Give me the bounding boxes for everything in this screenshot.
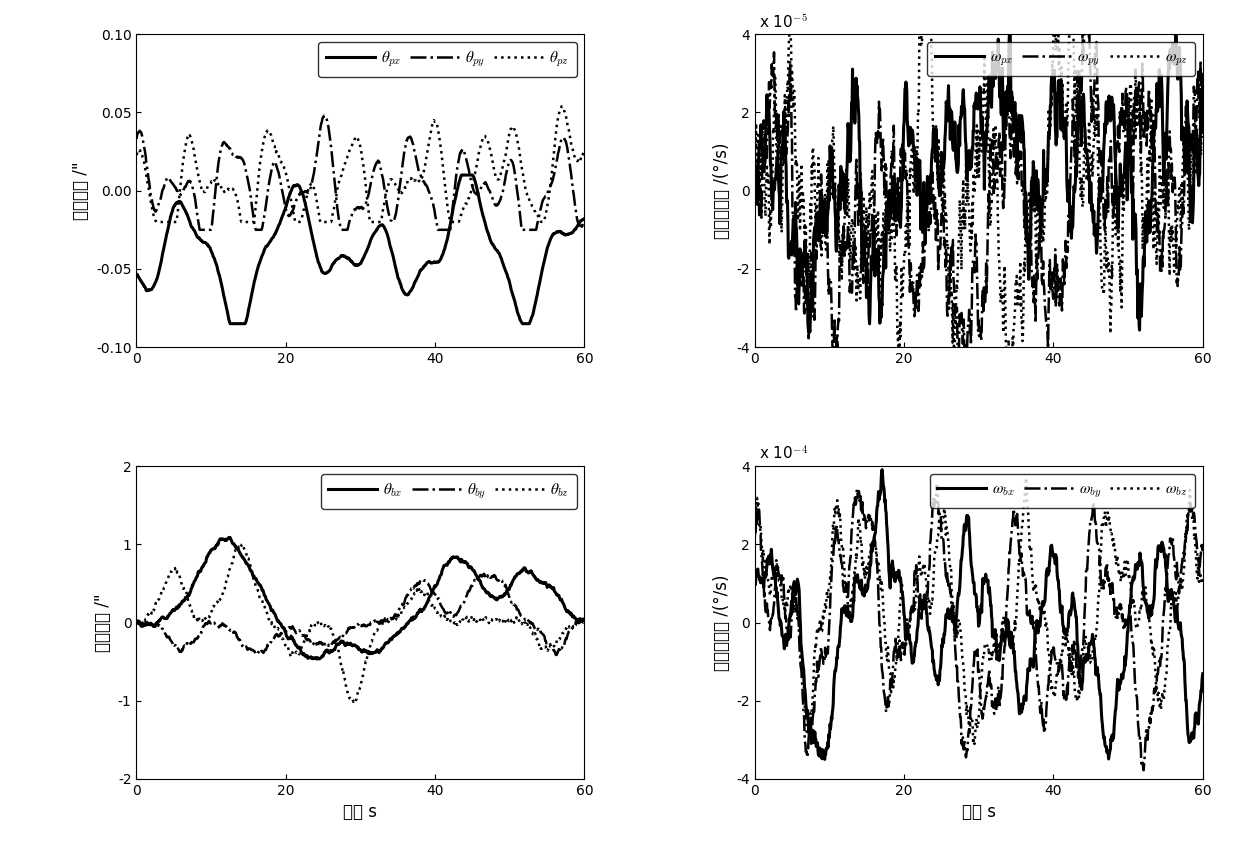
Legend: $ω_{px}$, $ω_{py}$, $ω_{pz}$: $ω_{px}$, $ω_{py}$, $ω_{pz}$ xyxy=(928,42,1195,75)
Y-axis label: 载荷角速度 /(°/s): 载荷角速度 /(°/s) xyxy=(713,142,730,239)
Y-axis label: 星体角速度 /(°/s): 星体角速度 /(°/s) xyxy=(713,574,730,671)
Text: x 10$^{-4}$: x 10$^{-4}$ xyxy=(759,445,808,463)
Legend: $ω_{bx}$, $ω_{by}$, $ω_{bz}$: $ω_{bx}$, $ω_{by}$, $ω_{bz}$ xyxy=(930,473,1195,508)
X-axis label: 时间 s: 时间 s xyxy=(962,804,996,822)
Legend: $θ_{bx}$, $θ_{by}$, $θ_{bz}$: $θ_{bx}$, $θ_{by}$, $θ_{bz}$ xyxy=(321,473,577,508)
Legend: $θ_{px}$, $θ_{py}$, $θ_{pz}$: $θ_{px}$, $θ_{py}$, $θ_{pz}$ xyxy=(319,42,577,77)
Y-axis label: 载荷指向 /": 载荷指向 /" xyxy=(72,162,91,220)
X-axis label: 时间 s: 时间 s xyxy=(343,804,377,822)
Y-axis label: 星体姿态 /": 星体姿态 /" xyxy=(94,593,113,651)
Text: x 10$^{-5}$: x 10$^{-5}$ xyxy=(759,14,808,31)
